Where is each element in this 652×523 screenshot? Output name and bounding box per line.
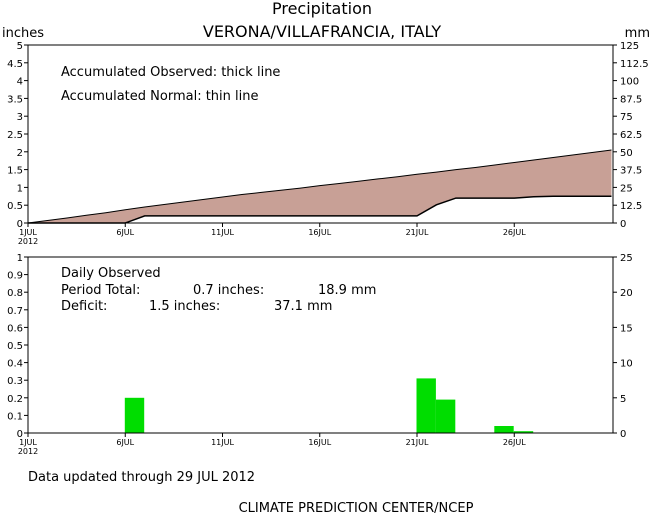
chart-title: Precipitation: [272, 0, 372, 18]
accum-x-tick-label: 16JUL: [308, 228, 331, 237]
accum-right-tick-label: 37.5: [620, 166, 642, 177]
deficit-label: Deficit:: [61, 299, 107, 314]
period-total-inches: 0.7 inches:: [193, 283, 264, 298]
daily-right-tick-label: 10: [620, 359, 633, 370]
left-unit-label: inches: [2, 26, 44, 41]
daily-x-tick-label: 26JUL: [503, 438, 526, 447]
accum-left-tick-label: 4.5: [7, 59, 23, 70]
daily-bar: [124, 397, 145, 433]
daily-left-tick-label: 1: [17, 253, 23, 264]
daily-left-tick-label: 0.8: [7, 288, 23, 299]
daily-x-tick-label: 16JUL: [308, 438, 331, 447]
accum-x-tick-label: 11JUL: [211, 228, 234, 237]
accum-x-tick-label: 1JUL: [19, 228, 37, 237]
accum-left-tick-label: 1: [17, 183, 23, 194]
accum-left-tick-label: 3: [17, 112, 23, 123]
daily-bar: [513, 431, 534, 433]
normal-note: Accumulated Normal: thin line: [61, 89, 259, 104]
accum-x-tick-label: 21JUL: [406, 228, 429, 237]
accumulated-area-layer: [27, 149, 612, 224]
deficit-inches: 1.5 inches:: [149, 299, 220, 314]
daily-right-tick-label: 5: [620, 394, 626, 405]
period-total-label: Period Total:: [61, 283, 140, 298]
daily-left-tick-label: 0.4: [7, 359, 23, 370]
accum-left-tick-label: 4: [17, 77, 23, 88]
daily-right-tick-label: 25: [620, 253, 633, 264]
accum-x-tick-label: 6JUL: [116, 228, 134, 237]
daily-x-tick-label: 6JUL: [116, 438, 134, 447]
accum-left-tick-label: 2.5: [7, 130, 23, 141]
accumulated-panel: 00.511.522.533.544.55012.52537.55062.575…: [7, 41, 649, 246]
daily-x-tick-label: 11JUL: [211, 438, 234, 447]
accum-left-tick-label: 2: [17, 148, 23, 159]
accum-left-tick-label: 0.5: [7, 201, 23, 212]
observed-note: Accumulated Observed: thick line: [61, 65, 280, 80]
accum-left-tick-label: 3.5: [7, 94, 23, 105]
daily-year-label: 2012: [18, 447, 38, 456]
credit-line: CLIMATE PREDICTION CENTER/NCEP: [239, 501, 474, 516]
accum-right-tick-label: 25: [620, 183, 633, 194]
accum-year-label: 2012: [18, 237, 38, 246]
accum-right-tick-label: 12.5: [620, 201, 642, 212]
accum-left-tick-label: 1.5: [7, 166, 23, 177]
period-total-mm: 18.9 mm: [318, 283, 376, 298]
accum-left-tick-label: 0: [17, 219, 23, 230]
daily-left-tick-label: 0.2: [7, 394, 23, 405]
daily-bar: [494, 426, 514, 433]
accum-right-tick-label: 100: [620, 77, 639, 88]
daily-bar: [416, 378, 436, 433]
station-name: VERONA/VILLAFRANCIA, ITALY: [203, 22, 441, 41]
daily-left-tick-label: 0.5: [7, 341, 23, 352]
daily-bar: [435, 399, 456, 433]
accum-right-tick-label: 50: [620, 148, 633, 159]
accum-right-tick-label: 0: [620, 219, 626, 230]
daily-right-tick-label: 0: [620, 429, 626, 440]
right-unit-label: mm: [625, 26, 650, 41]
deficit-mm: 37.1 mm: [274, 299, 332, 314]
daily-left-tick-label: 0.7: [7, 306, 23, 317]
daily-x-tick-label: 21JUL: [406, 438, 429, 447]
accum-x-tick-label: 26JUL: [503, 228, 526, 237]
daily-left-tick-label: 0.6: [7, 323, 23, 334]
accum-right-tick-label: 125: [620, 41, 639, 52]
daily-left-tick-label: 0: [17, 429, 23, 440]
accum-left-tick-label: 5: [17, 41, 23, 52]
daily-panel: 00.10.20.30.40.50.60.70.80.910510152025 …: [7, 253, 633, 456]
deficit-area: [28, 150, 612, 223]
data-updated-note: Data updated through 29 JUL 2012: [28, 470, 255, 485]
accum-right-tick-label: 62.5: [620, 130, 642, 141]
accum-right-tick-label: 75: [620, 112, 633, 123]
daily-right-tick-label: 20: [620, 288, 633, 299]
daily-heading: Daily Observed: [61, 266, 161, 281]
daily-left-tick-label: 0.3: [7, 376, 23, 387]
accum-right-tick-label: 87.5: [620, 94, 642, 105]
daily-bars-layer: [124, 378, 534, 433]
daily-left-tick-label: 0.1: [7, 411, 23, 422]
accumulated-y-axis: 00.511.522.533.544.55012.52537.55062.575…: [7, 41, 649, 230]
accum-right-tick-label: 112.5: [620, 59, 649, 70]
accumulated-x-axis: 1JUL 6JUL 11JUL 16JUL 21JUL 26JUL 2012: [18, 223, 526, 246]
daily-left-tick-label: 0.9: [7, 271, 23, 282]
daily-x-axis: 1JUL 6JUL 11JUL 16JUL 21JUL 26JUL 2012: [18, 433, 526, 456]
daily-x-tick-label: 1JUL: [19, 438, 37, 447]
daily-right-tick-label: 15: [620, 323, 633, 334]
normal-line: [27, 149, 612, 224]
